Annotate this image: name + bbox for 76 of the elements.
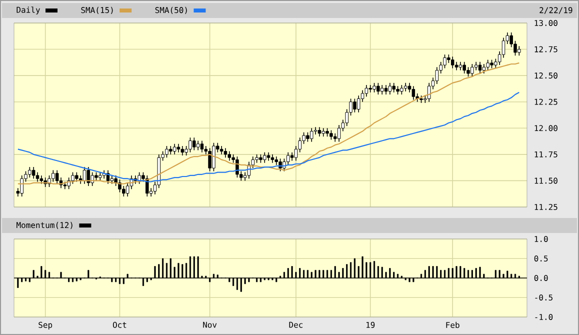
candlestick [412, 86, 416, 100]
y-tick-label: -1.0 [535, 314, 553, 320]
candlestick [224, 148, 228, 158]
x-tick-label: Dec [289, 322, 302, 328]
candlestick [388, 82, 392, 95]
candlestick [306, 132, 310, 142]
candlestick [466, 66, 470, 78]
candlestick [208, 148, 212, 172]
candlestick [114, 175, 118, 186]
legend-label: SMA(15) [81, 6, 113, 14]
candlestick [71, 172, 74, 184]
y-tick-label: 11.75 [534, 151, 558, 158]
candlestick [20, 175, 24, 197]
candlestick [337, 124, 341, 142]
candlestick [75, 172, 78, 182]
candlestick [278, 158, 282, 172]
candlestick [408, 82, 412, 93]
candlestick [310, 128, 314, 142]
candlestick [314, 126, 318, 135]
y-tick-label: -0.5 [535, 294, 552, 301]
x-tick-label: Nov [203, 322, 217, 328]
text: 2/22/19 [540, 7, 572, 14]
y-tick-label: 1.0 [534, 236, 548, 242]
candlestick [384, 84, 388, 95]
candlestick [486, 59, 490, 71]
candlestick [376, 82, 380, 95]
candlestick [55, 170, 59, 184]
candlestick [192, 137, 196, 151]
candlestick [212, 142, 216, 172]
x-tick-label: Feb [446, 322, 460, 328]
candlestick [372, 82, 376, 93]
candlestick [380, 84, 384, 95]
candlestick [286, 152, 290, 166]
y-tick-label: 12.50 [534, 72, 558, 79]
y-tick-label: 12.25 [534, 98, 558, 105]
candlestick [172, 144, 176, 155]
candlestick [196, 140, 200, 151]
candlestick [450, 56, 454, 69]
candlestick [368, 84, 372, 93]
x-tick-label: Sep [38, 322, 52, 330]
candlestick [470, 64, 474, 78]
candlestick [52, 170, 55, 182]
candlestick [400, 84, 404, 95]
y-tick-label: 13.00 [534, 20, 558, 26]
candlestick [482, 64, 486, 74]
candlestick [188, 137, 192, 153]
candlestick [353, 98, 356, 113]
legend-label: SMA(50) [155, 6, 187, 14]
y-tick-label: 12.75 [534, 46, 558, 52]
candlestick [392, 82, 396, 93]
candlestick [443, 54, 446, 69]
x-tick-label: Oct [112, 322, 126, 328]
y-tick-label: 12.00 [534, 125, 558, 132]
candlestick [478, 62, 482, 74]
candlestick [28, 166, 32, 178]
candlestick [263, 152, 266, 164]
x-tick-label: 19 [366, 322, 375, 328]
candlestick [502, 37, 506, 58]
candlestick [518, 46, 521, 56]
candlestick [318, 126, 322, 137]
y-tick-label: 0.0 [534, 274, 548, 282]
candlestick [180, 146, 184, 156]
legend-label: Momentum(12) [16, 222, 72, 230]
candlestick [330, 130, 333, 140]
candlestick [86, 166, 90, 186]
y-tick-label: 11.25 [534, 204, 558, 210]
candlestick [36, 172, 40, 182]
y-tick-label: 0.5 [534, 255, 548, 262]
candlestick [122, 186, 126, 197]
legend-label: Daily [16, 6, 40, 14]
candlestick [32, 166, 36, 180]
candlestick [200, 140, 204, 153]
candlestick [165, 146, 168, 158]
candlestick [228, 150, 232, 162]
y-tick-label: 11.50 [534, 178, 558, 184]
candlestick [462, 62, 466, 74]
